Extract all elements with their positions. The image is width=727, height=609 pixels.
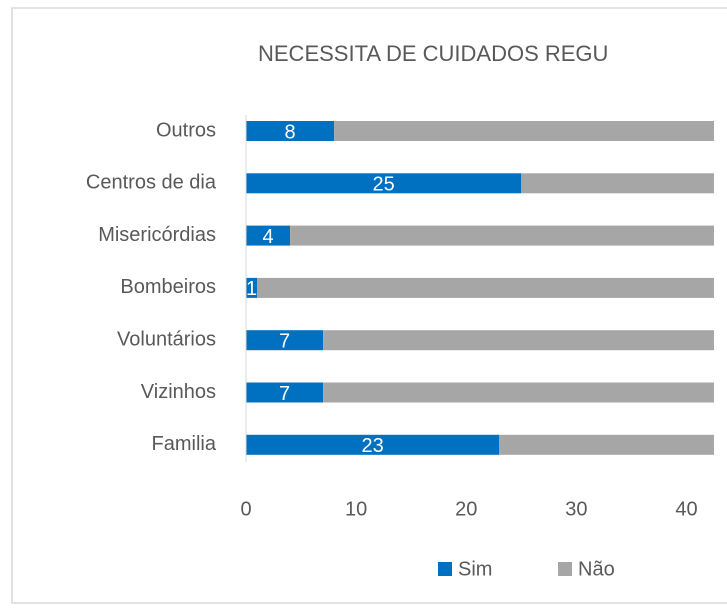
y-tick-label: Centros de dia — [86, 172, 217, 194]
bar-segment — [246, 225, 291, 246]
data-label: 7 — [279, 383, 290, 405]
bar-segment — [521, 173, 714, 194]
data-label: 23 — [362, 435, 384, 457]
x-tick-label: 0 — [240, 498, 251, 520]
data-label: 8 — [284, 121, 295, 143]
bar-segment — [246, 330, 324, 351]
bar-segment — [499, 434, 714, 455]
bar-segment — [323, 382, 714, 403]
x-tick-label: 30 — [565, 498, 587, 520]
y-tick-label: Voluntários — [117, 328, 216, 350]
bar-segment — [323, 330, 714, 351]
chart-border — [11, 7, 727, 604]
bar-segment — [257, 277, 714, 298]
bar-segment — [246, 173, 522, 194]
data-label: 7 — [279, 330, 290, 352]
y-tick-label: Familia — [152, 433, 217, 455]
chart-title: NECESSITA DE CUIDADOS REGU — [258, 41, 608, 66]
legend-swatch — [438, 562, 452, 576]
y-tick-label: Vizinhos — [141, 381, 216, 403]
x-tick-label: 10 — [345, 498, 367, 520]
x-tick-label: 40 — [675, 498, 697, 520]
y-tick-label: Misericórdias — [98, 224, 216, 246]
bar-segment — [246, 121, 335, 141]
data-label: 1 — [246, 278, 257, 300]
y-tick-label: Bombeiros — [120, 276, 216, 298]
data-label: 4 — [262, 226, 273, 248]
legend-label: Não — [578, 558, 615, 580]
bar-segment — [246, 277, 258, 298]
x-tick-label: 20 — [455, 498, 477, 520]
bar-segment — [246, 382, 324, 403]
bar-segment — [246, 434, 500, 455]
legend-swatch — [558, 562, 572, 576]
bar-segment — [290, 225, 714, 246]
data-label: 25 — [373, 174, 395, 196]
y-tick-label: Outros — [156, 119, 216, 141]
plot-area — [246, 121, 714, 455]
bar-segment — [334, 121, 714, 141]
legend-label: Sim — [458, 558, 492, 580]
